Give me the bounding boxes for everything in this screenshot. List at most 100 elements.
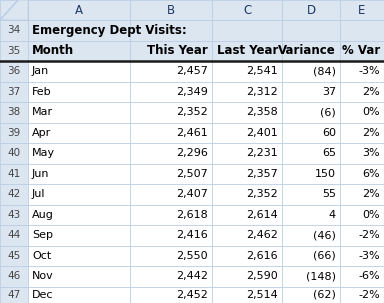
Text: A: A — [75, 4, 83, 16]
Bar — [282, 287, 340, 303]
Bar — [212, 20, 282, 41]
Bar — [282, 102, 340, 122]
Bar — [340, 82, 384, 102]
Bar — [130, 205, 212, 225]
Text: 2%: 2% — [362, 87, 380, 97]
Text: 2,618: 2,618 — [176, 210, 208, 220]
Bar — [340, 164, 384, 184]
Bar — [0, 41, 28, 61]
Text: 2,442: 2,442 — [176, 271, 208, 281]
Text: 2,407: 2,407 — [176, 189, 208, 199]
Bar — [340, 143, 384, 164]
Bar — [28, 205, 130, 225]
Bar — [28, 245, 130, 266]
Bar — [0, 143, 28, 164]
Text: (66): (66) — [313, 251, 336, 261]
Bar — [130, 143, 212, 164]
Text: 2,357: 2,357 — [246, 169, 278, 179]
Text: 44: 44 — [7, 230, 21, 240]
Text: 2,401: 2,401 — [246, 128, 278, 138]
Bar — [130, 102, 212, 122]
Text: 2,352: 2,352 — [246, 189, 278, 199]
Text: This Year: This Year — [147, 44, 208, 57]
Text: (46): (46) — [313, 230, 336, 240]
Bar — [212, 287, 282, 303]
Text: Jul: Jul — [32, 189, 45, 199]
Text: Dec: Dec — [32, 290, 53, 300]
Text: Oct: Oct — [32, 251, 51, 261]
Bar — [28, 0, 130, 20]
Bar — [340, 245, 384, 266]
Bar — [130, 184, 212, 205]
Bar — [282, 143, 340, 164]
Text: 2,452: 2,452 — [176, 290, 208, 300]
Text: 6%: 6% — [362, 169, 380, 179]
Text: (84): (84) — [313, 66, 336, 76]
Text: 0%: 0% — [362, 107, 380, 117]
Bar — [340, 102, 384, 122]
Text: B: B — [167, 4, 175, 16]
Bar — [340, 287, 384, 303]
Bar — [28, 184, 130, 205]
Text: Aug: Aug — [32, 210, 54, 220]
Text: 2,296: 2,296 — [176, 148, 208, 158]
Bar — [212, 164, 282, 184]
Text: 55: 55 — [322, 189, 336, 199]
Bar — [130, 82, 212, 102]
Text: 39: 39 — [7, 128, 21, 138]
Bar — [282, 245, 340, 266]
Bar — [340, 20, 384, 41]
Text: 41: 41 — [7, 169, 21, 179]
Text: 37: 37 — [322, 87, 336, 97]
Text: 47: 47 — [7, 290, 21, 300]
Bar — [282, 266, 340, 287]
Text: (148): (148) — [306, 271, 336, 281]
Text: 0%: 0% — [362, 210, 380, 220]
Bar — [130, 287, 212, 303]
Text: 3%: 3% — [362, 148, 380, 158]
Text: E: E — [358, 4, 366, 16]
Text: Last Year: Last Year — [217, 44, 278, 57]
Text: Apr: Apr — [32, 128, 51, 138]
Text: 2,614: 2,614 — [246, 210, 278, 220]
Bar — [212, 0, 282, 20]
Bar — [282, 82, 340, 102]
Bar — [212, 102, 282, 122]
Bar — [0, 287, 28, 303]
Bar — [212, 184, 282, 205]
Text: % Var: % Var — [342, 44, 380, 57]
Bar — [212, 122, 282, 143]
Text: 2,541: 2,541 — [246, 66, 278, 76]
Bar — [130, 41, 212, 61]
Text: May: May — [32, 148, 55, 158]
Text: 34: 34 — [7, 25, 21, 35]
Bar — [28, 266, 130, 287]
Bar — [212, 82, 282, 102]
Text: 2,231: 2,231 — [246, 148, 278, 158]
Bar — [340, 0, 384, 20]
Text: 2%: 2% — [362, 128, 380, 138]
Text: 2,590: 2,590 — [246, 271, 278, 281]
Text: 2,461: 2,461 — [176, 128, 208, 138]
Text: Emergency Dept Visits:: Emergency Dept Visits: — [32, 24, 187, 37]
Bar — [28, 287, 130, 303]
Text: 2,457: 2,457 — [176, 66, 208, 76]
Text: 2,358: 2,358 — [246, 107, 278, 117]
Text: (6): (6) — [320, 107, 336, 117]
Text: 150: 150 — [315, 169, 336, 179]
Bar — [0, 20, 28, 41]
Text: 2%: 2% — [362, 189, 380, 199]
Text: C: C — [243, 4, 251, 16]
Bar — [0, 205, 28, 225]
Bar — [130, 225, 212, 245]
Bar — [212, 225, 282, 245]
Bar — [0, 184, 28, 205]
Text: 65: 65 — [322, 148, 336, 158]
Text: 2,349: 2,349 — [176, 87, 208, 97]
Text: Sep: Sep — [32, 230, 53, 240]
Bar — [282, 205, 340, 225]
Text: Variance: Variance — [278, 44, 336, 57]
Text: D: D — [306, 4, 316, 16]
Bar — [282, 184, 340, 205]
Bar — [282, 122, 340, 143]
